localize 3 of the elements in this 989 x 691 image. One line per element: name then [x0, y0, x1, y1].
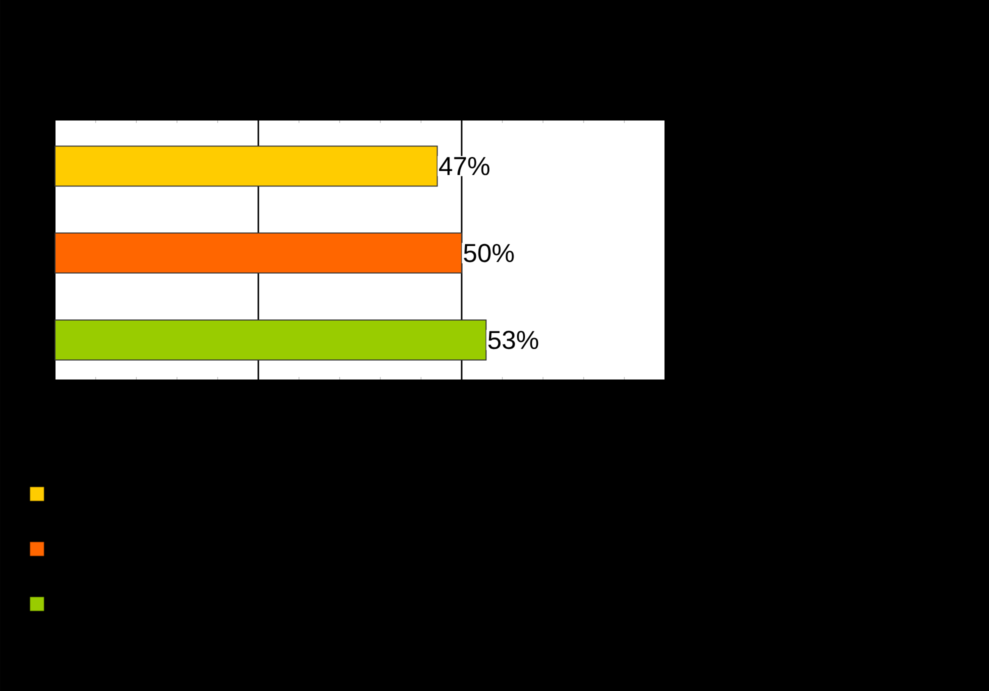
data-label: 50%	[464, 244, 514, 262]
data-label: 53%	[488, 330, 538, 350]
data-label: 47%	[439, 157, 490, 176]
